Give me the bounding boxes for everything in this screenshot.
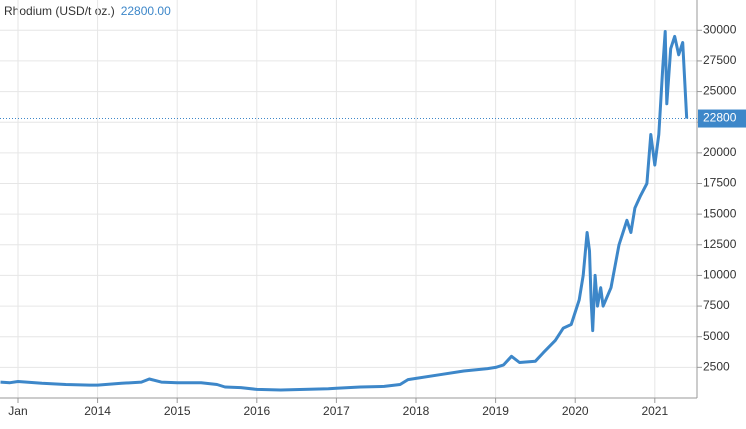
y-tick-label: 30000 — [703, 22, 737, 36]
x-tick-label: 2014 — [84, 404, 111, 418]
x-tick-label: 2017 — [323, 404, 350, 418]
series-name: Rhodium (USD/t oz.) — [4, 4, 115, 18]
y-tick-label: 27500 — [703, 53, 737, 67]
y-tick-label: 20000 — [703, 145, 737, 159]
data-line — [0, 30, 689, 392]
y-tick-label: 5000 — [703, 329, 730, 343]
x-tick-label: 2018 — [403, 404, 430, 418]
last-value-box — [698, 109, 746, 128]
x-tick-label: 2020 — [562, 404, 589, 418]
x-tick-label: 2016 — [243, 404, 270, 418]
x-tick-label: 2021 — [641, 404, 668, 418]
y-tick-label: 2500 — [703, 360, 730, 374]
x-tick-label: Jan — [8, 404, 27, 418]
y-tick-label: 17500 — [703, 176, 737, 190]
last-value-label: 22800.00 — [121, 4, 171, 18]
y-tick-label: 25000 — [703, 84, 737, 98]
y-tick-label: 12500 — [703, 237, 737, 251]
last-value-tag: 22800 — [703, 111, 737, 125]
y-tick-label: 7500 — [703, 298, 730, 312]
y-tick-label: 15000 — [703, 206, 737, 220]
y-tick-label: 10000 — [703, 268, 737, 282]
x-tick-label: 2019 — [482, 404, 509, 418]
x-tick-label: 2015 — [164, 404, 191, 418]
